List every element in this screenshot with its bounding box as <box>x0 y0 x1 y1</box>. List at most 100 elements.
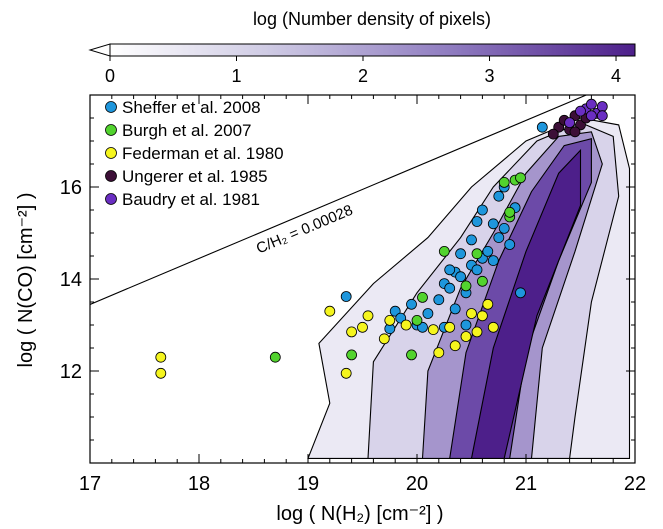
legend-marker-1 <box>105 124 117 136</box>
data-point-s2-18 <box>466 308 477 319</box>
data-point-s0-25 <box>493 190 505 202</box>
data-point-s4-4 <box>586 110 597 122</box>
data-point-s0-22 <box>471 216 483 227</box>
data-point-s0-30 <box>460 319 472 331</box>
legend-label-3: Ungerer et al. 1985 <box>122 167 268 186</box>
legend-marker-3 <box>105 170 117 182</box>
x-tick-label-21: 21 <box>515 473 537 495</box>
colorbar-tick-label-3: 3 <box>485 66 495 86</box>
y-tick-label-16: 16 <box>60 177 82 199</box>
data-point-s0-8 <box>433 294 445 306</box>
x-tick-label-20: 20 <box>406 473 428 495</box>
data-point-s1-10 <box>498 176 510 188</box>
x-axis-label: log ( N(H₂) [cm⁻²] ) <box>276 503 443 525</box>
y-tick-label-14: 14 <box>60 269 82 291</box>
data-point-s2-12 <box>449 340 461 352</box>
data-point-s2-1 <box>155 367 167 379</box>
data-point-s2-13 <box>460 331 472 342</box>
data-point-s0-7 <box>422 308 434 319</box>
data-points <box>155 98 608 379</box>
data-point-s3-6 <box>569 126 581 138</box>
colorbar-label: log (Number density of pixels) <box>253 9 491 29</box>
data-point-s2-14 <box>471 326 483 338</box>
y-axis-label: log ( N(CO) [cm⁻²] ) <box>15 193 37 368</box>
data-point-s1-2 <box>406 349 417 361</box>
data-point-s2-15 <box>476 310 488 322</box>
colorbar-tick-label-4: 4 <box>611 66 621 86</box>
colorbar: log (Number density of pixels) 0 1 2 3 4 <box>88 9 636 86</box>
data-point-s1-4 <box>411 314 423 326</box>
data-point-s3-7 <box>547 128 559 140</box>
data-point-s0-23 <box>476 204 488 216</box>
data-point-s0-24 <box>487 218 499 230</box>
data-point-s1-5 <box>438 245 450 257</box>
data-point-s4-5 <box>575 105 586 117</box>
data-point-s0-1 <box>406 298 417 310</box>
plot-area: 17 18 19 20 21 22 12 14 16 <box>60 94 646 495</box>
data-point-s1-3 <box>417 291 428 303</box>
x-tick-label-17: 17 <box>79 473 101 495</box>
data-point-s0-12 <box>455 271 467 283</box>
colorbar-gradient <box>109 43 636 57</box>
data-point-s1-1 <box>346 349 358 361</box>
density-contour-4 <box>470 148 582 459</box>
data-point-s4-6 <box>596 110 608 122</box>
data-point-s1-0 <box>269 351 281 363</box>
data-point-s0-32 <box>455 248 467 260</box>
legend-label-0: Sheffer et al. 2008 <box>122 98 261 117</box>
data-point-s1-7 <box>476 275 488 287</box>
data-point-s0-10 <box>444 282 456 294</box>
data-point-s0-34 <box>444 264 456 276</box>
data-point-s2-8 <box>384 314 396 326</box>
x-tick-label-19: 19 <box>297 473 319 495</box>
data-point-s2-9 <box>400 319 412 331</box>
data-point-s0-18 <box>487 255 499 267</box>
data-point-s2-19 <box>433 347 445 359</box>
data-point-s2-0 <box>155 351 167 363</box>
data-point-s1-6 <box>471 248 483 260</box>
data-point-s0-21 <box>504 239 516 250</box>
legend-label-2: Federman et al. 1980 <box>122 144 284 163</box>
legend-marker-2 <box>105 147 117 159</box>
data-point-s1-12 <box>515 172 526 184</box>
data-point-s2-17 <box>482 298 494 310</box>
data-point-s4-7 <box>564 117 575 128</box>
legend-marker-0 <box>105 101 117 113</box>
data-point-s0-29 <box>449 303 461 315</box>
colorbar-tick-label-1: 1 <box>231 66 241 86</box>
data-point-s1-9 <box>504 206 516 218</box>
legend: Sheffer et al. 2008 Burgh et al. 2007 Fede… <box>105 98 284 209</box>
data-point-s0-20 <box>498 222 510 234</box>
ratio-annotation: C/H₂ = 0.00028 <box>254 202 355 258</box>
data-point-s2-7 <box>378 333 390 345</box>
x-tick-label-22: 22 <box>624 473 646 495</box>
data-point-s2-10 <box>427 324 439 336</box>
data-point-s0-17 <box>482 245 494 257</box>
data-point-s2-5 <box>357 321 368 333</box>
colorbar-tick-label-2: 2 <box>358 66 368 86</box>
data-point-s1-13 <box>460 280 472 292</box>
data-point-s2-4 <box>346 326 358 338</box>
data-point-s2-2 <box>340 367 352 379</box>
data-point-s2-3 <box>324 305 336 317</box>
data-point-s2-6 <box>362 310 374 322</box>
data-point-s0-0 <box>340 291 352 302</box>
data-point-s0-35 <box>536 121 548 133</box>
data-point-s2-11 <box>444 321 456 333</box>
ratio-line <box>90 95 588 305</box>
data-point-s2-16 <box>487 321 499 333</box>
data-point-s0-28 <box>515 287 526 299</box>
legend-label-4: Baudry et al. 1981 <box>122 190 260 209</box>
data-point-s4-1 <box>586 98 597 110</box>
x-tick-label-18: 18 <box>188 473 210 495</box>
data-point-s4-3 <box>596 101 608 112</box>
legend-marker-4 <box>105 193 117 205</box>
colorbar-tick-label-0: 0 <box>105 66 115 86</box>
data-point-s0-15 <box>471 264 483 276</box>
y-tick-label-12: 12 <box>60 361 82 383</box>
data-point-s0-33 <box>466 234 477 246</box>
data-point-s0-19 <box>493 232 505 244</box>
legend-label-1: Burgh et al. 2007 <box>122 121 251 140</box>
colorbar-underflow-arrow <box>88 43 111 57</box>
